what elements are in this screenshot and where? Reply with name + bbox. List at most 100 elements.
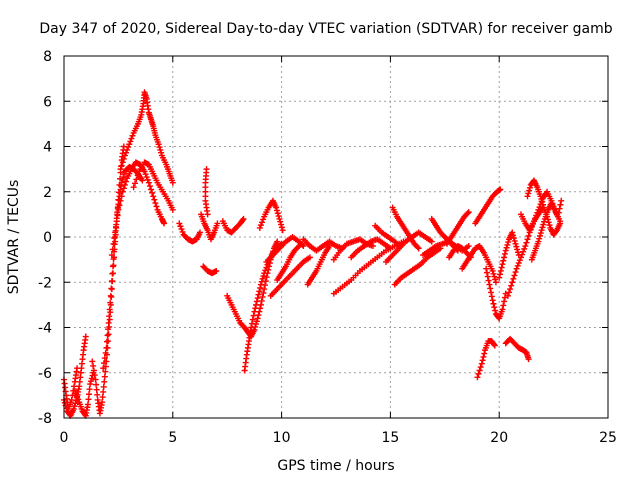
- data-point: [61, 399, 68, 406]
- data-point: [491, 273, 498, 280]
- y-tick-label: 2: [43, 185, 52, 201]
- data-point: [476, 367, 483, 374]
- data-point: [525, 190, 532, 197]
- y-axis-label: SDTVAR / TECUs: [6, 180, 22, 295]
- data-point: [94, 391, 101, 398]
- data-point: [87, 378, 94, 385]
- data-point: [106, 313, 113, 320]
- data-point: [130, 184, 137, 191]
- data-point: [251, 308, 258, 315]
- data-point: [273, 207, 280, 214]
- x-tick-label: 15: [381, 430, 399, 446]
- data-point: [465, 243, 472, 250]
- x-axis-label: GPS time / hours: [277, 458, 394, 474]
- y-tick-label: -2: [38, 275, 52, 291]
- data-point: [531, 218, 538, 225]
- data-point: [71, 387, 78, 394]
- data-point: [519, 251, 526, 258]
- data-point: [134, 172, 141, 179]
- data-point: [514, 249, 521, 256]
- data-point: [123, 149, 130, 156]
- data-point: [496, 274, 503, 281]
- y-tick-label: 6: [43, 94, 52, 110]
- data-point: [387, 245, 394, 252]
- data-point: [491, 304, 498, 311]
- data-point: [504, 292, 511, 299]
- data-point: [93, 381, 100, 388]
- data-point: [139, 177, 146, 184]
- data-point: [169, 206, 176, 213]
- data-point: [514, 246, 521, 253]
- data-point: [480, 353, 487, 360]
- data-point: [124, 146, 131, 153]
- data-point: [260, 289, 267, 296]
- data-point: [541, 218, 548, 225]
- data-point: [113, 218, 120, 225]
- data-point: [492, 307, 499, 314]
- data-point: [499, 261, 506, 268]
- data-point: [119, 159, 126, 166]
- data-point: [101, 355, 108, 362]
- data-point: [539, 198, 546, 205]
- series-track-c: [71, 369, 97, 419]
- x-tick-label: 25: [599, 430, 617, 446]
- y-tick-label: -6: [38, 366, 52, 382]
- data-point: [513, 243, 520, 250]
- data-point: [509, 279, 516, 286]
- data-point: [101, 373, 108, 380]
- data-point: [275, 213, 282, 220]
- data-point: [263, 274, 270, 281]
- data-point: [120, 155, 127, 162]
- data-point: [115, 206, 122, 213]
- data-point: [532, 215, 539, 222]
- series-track-h: [130, 159, 176, 213]
- data-point: [369, 243, 376, 250]
- data-point: [239, 217, 246, 224]
- data-point: [501, 250, 508, 257]
- data-point: [72, 390, 79, 397]
- data-point: [525, 232, 532, 239]
- data-point: [91, 372, 98, 379]
- data-point: [254, 315, 261, 322]
- data-point: [513, 265, 520, 272]
- data-point: [511, 272, 518, 279]
- data-point: [117, 197, 124, 204]
- data-point: [112, 223, 119, 230]
- data-point: [497, 186, 504, 193]
- data-point: [105, 326, 112, 333]
- data-point: [296, 243, 303, 250]
- data-point: [524, 236, 531, 243]
- data-point: [117, 166, 124, 173]
- data-point: [555, 209, 562, 216]
- grid: [64, 56, 608, 418]
- data-point: [146, 183, 153, 190]
- data-point: [279, 227, 286, 234]
- data-point: [253, 298, 260, 305]
- data-point: [251, 326, 258, 333]
- data-point: [70, 405, 77, 412]
- data-point: [92, 376, 99, 383]
- data-point: [278, 221, 285, 228]
- data-point: [276, 215, 283, 222]
- data-point: [151, 196, 158, 203]
- data-point: [274, 210, 281, 217]
- data-point: [414, 244, 421, 251]
- data-point: [90, 362, 97, 369]
- data-point: [465, 209, 472, 216]
- x-tick-label: 10: [273, 430, 291, 446]
- data-point: [89, 358, 96, 365]
- chart-title: Day 347 of 2020, Sidereal Day-to-day VTE…: [39, 21, 612, 37]
- data-point: [103, 338, 110, 345]
- series-track-m: [200, 263, 220, 277]
- data-point: [248, 324, 255, 331]
- series-track-ak: [496, 229, 522, 281]
- data-point: [490, 270, 497, 277]
- data-point: [108, 278, 115, 285]
- data-point: [258, 278, 265, 285]
- data-point: [501, 254, 508, 261]
- data-point: [464, 210, 471, 217]
- series-track-s: [274, 243, 303, 283]
- data-point: [75, 396, 82, 403]
- data-point: [475, 370, 482, 377]
- data-point: [277, 218, 284, 225]
